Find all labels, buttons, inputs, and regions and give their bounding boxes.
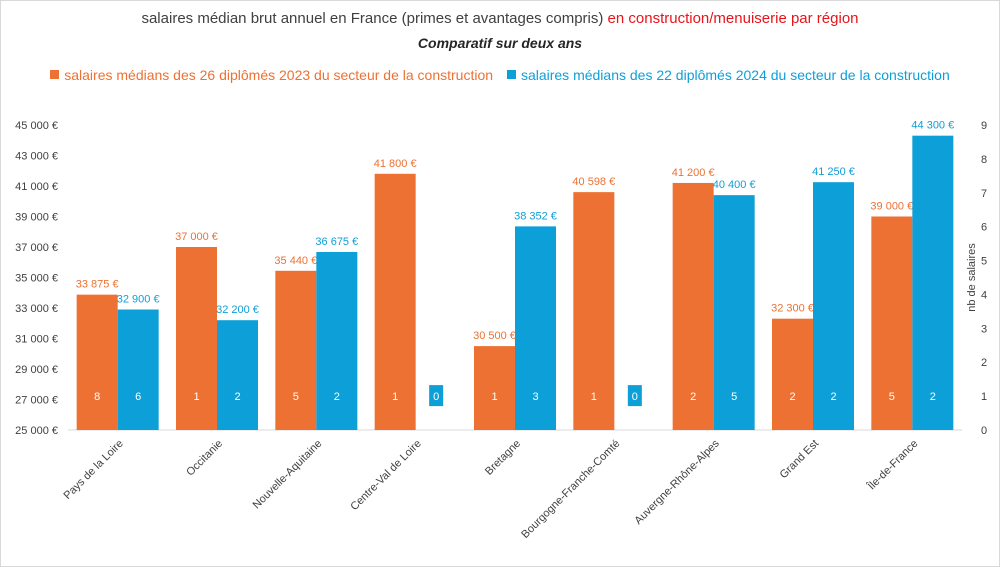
value-label-2024: 41 250 € <box>812 166 855 178</box>
bar-2024 <box>713 195 755 430</box>
count-badge-2024 <box>627 385 642 407</box>
chart-title: salaires médian brut annuel en France (p… <box>0 10 1000 27</box>
chart-title-main: salaires médian brut annuel en France (p… <box>141 10 608 27</box>
bar-2023 <box>474 346 515 430</box>
x-tick-label: Nouvelle-Aquitaine <box>251 438 325 512</box>
value-label-2024: 32 900 € <box>117 294 160 306</box>
y2-tick-label: 2 <box>981 357 987 369</box>
legend-swatch-2023 <box>50 70 60 79</box>
y-tick-label: 33 000 € <box>15 303 58 315</box>
count-label-2024: 0 <box>632 391 638 403</box>
count-label-2023: 1 <box>491 391 497 403</box>
count-label-2024: 2 <box>234 391 240 403</box>
legend-label-2024: salaires médians des 22 diplômés 2024 du… <box>520 66 950 83</box>
bar-2023 <box>275 270 317 430</box>
value-label-2023: 35 440 € <box>274 255 317 267</box>
value-label-2024: 32 200 € <box>216 304 259 316</box>
bar-2023 <box>772 318 813 430</box>
count-label-2024: 0 <box>433 391 439 403</box>
value-label-2024: 40 400 € <box>713 179 756 191</box>
count-label-2024: 6 <box>135 391 141 403</box>
x-tick-label: Bretagne <box>483 438 523 478</box>
value-label-2023: 40 598 € <box>572 176 615 188</box>
x-tick-label: Pays de la Loire <box>62 438 126 502</box>
value-label-2023: 39 000 € <box>870 201 913 213</box>
y2-tick-label: 0 <box>981 425 987 437</box>
bar-2023 <box>176 247 217 430</box>
bar-2024 <box>117 309 159 430</box>
bar-2024 <box>515 226 556 430</box>
y2-tick-label: 4 <box>981 289 987 301</box>
value-label-2023: 33 875 € <box>76 279 119 291</box>
bar-2024 <box>316 251 358 430</box>
value-label-2024: 38 352 € <box>514 210 557 222</box>
y2-axis-title: nb de salaires <box>966 243 978 312</box>
y-tick-label: 39 000 € <box>15 212 58 224</box>
y-tick-label: 25 000 € <box>15 425 58 437</box>
y-tick-label: 31 000 € <box>15 334 58 346</box>
y2-tick-label: 7 <box>981 188 987 200</box>
x-tick-label: Occitanie <box>184 438 225 479</box>
count-label-2024: 2 <box>334 391 340 403</box>
legend-label-2023: salaires médians des 26 diplômés 2023 du… <box>64 66 494 83</box>
value-label-2024: 36 675 € <box>315 236 358 248</box>
bar-2023 <box>374 173 416 431</box>
y2-tick-label: 9 <box>981 120 987 132</box>
count-label-2024: 5 <box>731 391 737 403</box>
x-tick-label: Auvergne-Rhône-Alpes <box>632 437 722 527</box>
legend-item-2024: salaires médians des 22 diplômés 2024 du… <box>506 66 950 83</box>
y-tick-label: 29 000 € <box>15 364 58 376</box>
value-label-2023: 41 200 € <box>672 167 715 179</box>
y-tick-label: 37 000 € <box>15 242 58 254</box>
count-label-2023: 1 <box>193 391 199 403</box>
value-label-2023: 30 500 € <box>473 330 516 342</box>
y2-tick-label: 1 <box>981 391 987 403</box>
count-label-2023: 1 <box>392 391 398 403</box>
count-label-2023: 1 <box>591 391 597 403</box>
count-label-2023: 8 <box>94 391 100 403</box>
count-label-2023: 5 <box>293 391 299 403</box>
count-label-2024: 2 <box>830 391 836 403</box>
y-tick-label: 45 000 € <box>15 120 58 132</box>
y2-tick-label: 6 <box>981 222 987 234</box>
count-label-2024: 2 <box>930 391 936 403</box>
bar-2023 <box>76 294 118 430</box>
count-label-2023: 2 <box>789 391 795 403</box>
x-tick-label: Grand Est <box>778 438 822 482</box>
bar-2023 <box>871 216 913 430</box>
chart-subtitle: Comparatif sur deux ans <box>417 35 583 51</box>
y-tick-label: 27 000 € <box>15 395 58 407</box>
bar-2023 <box>672 182 714 430</box>
count-badge-2024 <box>429 385 444 407</box>
count-label-2023: 2 <box>690 391 696 403</box>
y2-tick-label: 8 <box>981 154 987 166</box>
y-tick-label: 41 000 € <box>15 181 58 193</box>
count-label-2024: 3 <box>532 391 538 403</box>
bar-2024 <box>813 182 854 430</box>
value-label-2023: 37 000 € <box>175 231 218 243</box>
value-label-2023: 32 300 € <box>771 303 814 315</box>
y2-tick-label: 3 <box>981 323 987 335</box>
legend-swatch-2024 <box>506 70 516 79</box>
x-tick-label: Bourgogne-Franche-Comté <box>519 438 622 541</box>
count-label-2023: 5 <box>889 391 895 403</box>
y2-tick-label: 5 <box>981 256 987 268</box>
legend-item-2023: salaires médians des 26 diplômés 2023 du… <box>50 67 493 83</box>
value-label-2023: 41 800 € <box>374 158 417 170</box>
bar-2024 <box>912 135 954 431</box>
x-tick-label: Île-de-France <box>864 437 920 493</box>
bar-2024 <box>217 320 258 430</box>
chart-title-highlight: en construction/menuiserie par région <box>607 10 859 27</box>
y-tick-label: 43 000 € <box>15 151 58 163</box>
x-tick-label: Centre-Val de Loire <box>348 438 423 513</box>
bar-2023 <box>573 192 615 430</box>
value-label-2024: 44 300 € <box>911 120 954 132</box>
chart-legend: salaires médians des 26 diplômés 2023 du… <box>0 66 1000 83</box>
y-tick-label: 35 000 € <box>15 273 58 285</box>
